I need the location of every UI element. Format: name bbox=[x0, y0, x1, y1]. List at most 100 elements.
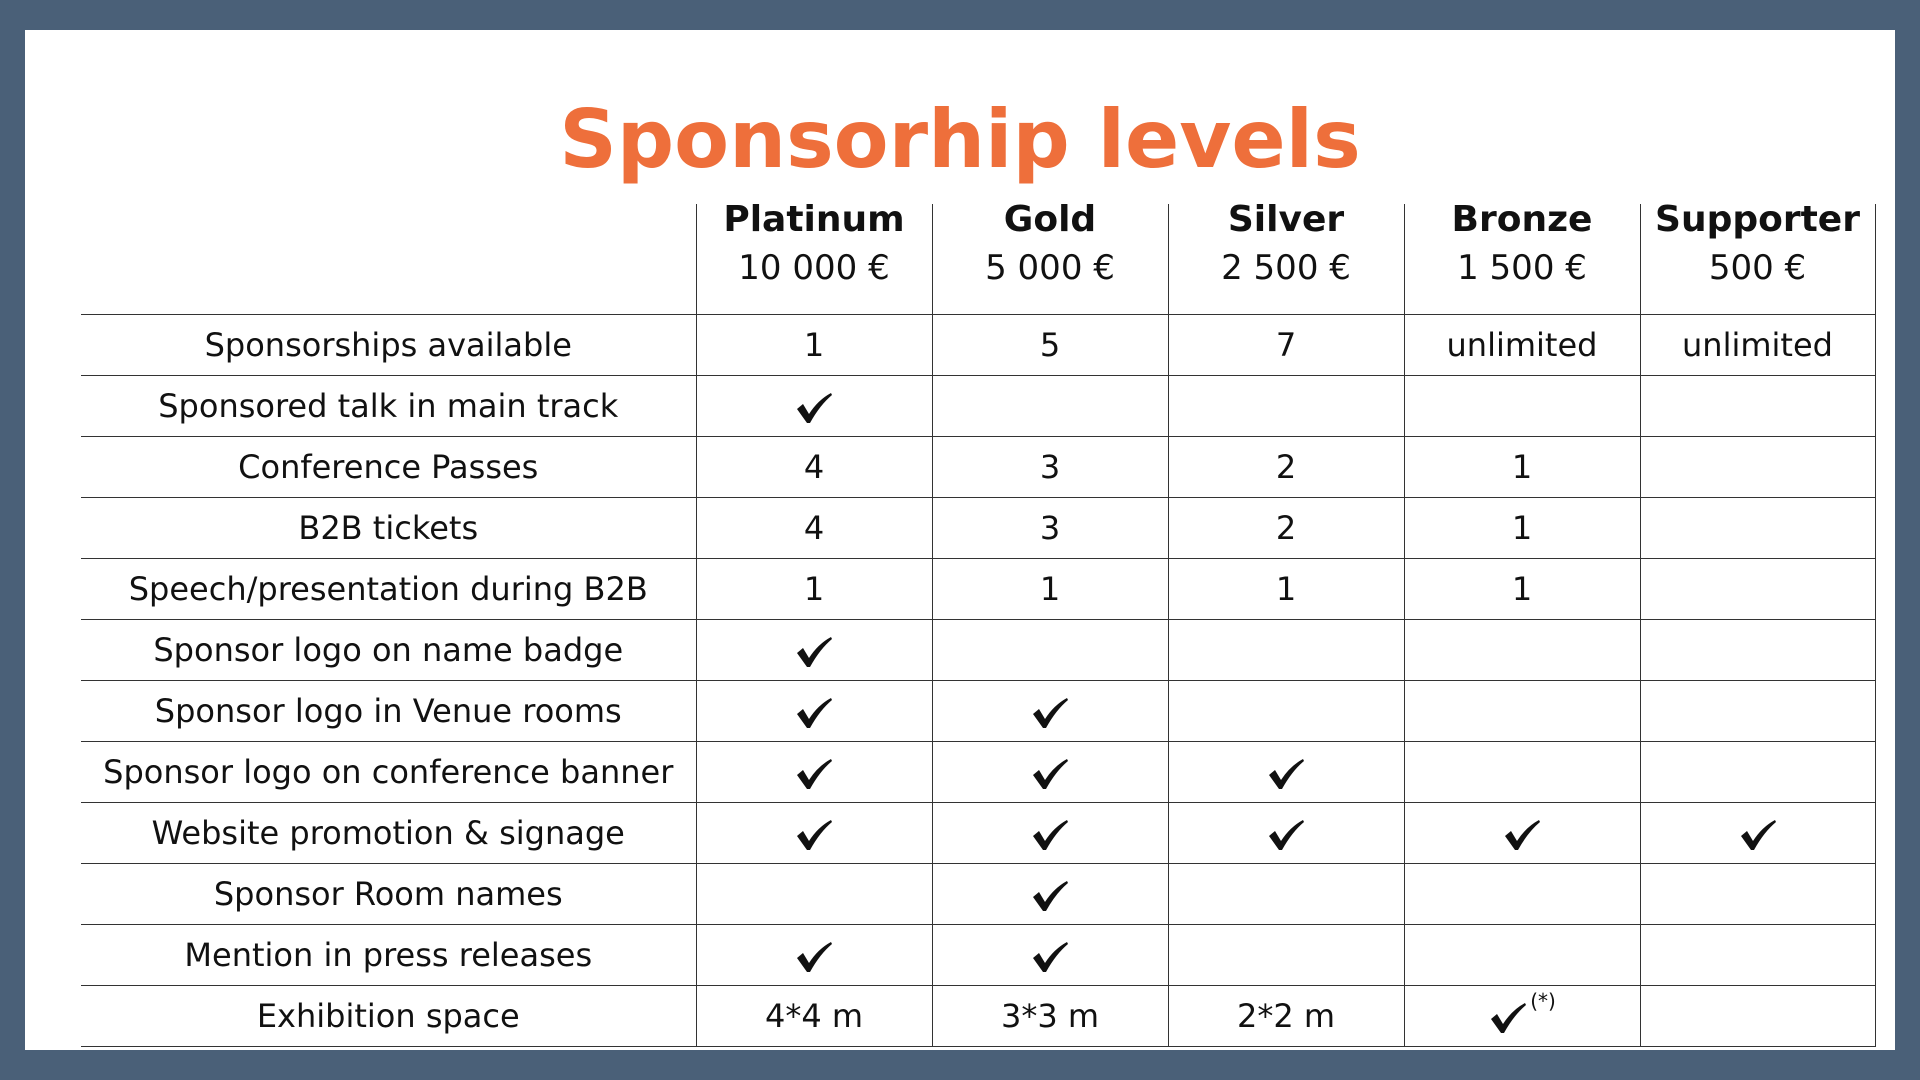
checkmark-icon bbox=[794, 392, 834, 424]
level-name: Silver bbox=[1227, 199, 1345, 240]
cell-value: 2 bbox=[1275, 448, 1297, 486]
cell-supporter: unlimited bbox=[1639, 314, 1876, 376]
cell-supporter bbox=[1639, 741, 1876, 803]
table-row: Sponsor logo on name badge bbox=[81, 619, 1876, 681]
cell-value: 4 bbox=[803, 509, 825, 547]
table-body: Sponsorships available 1 5 7 unlimited unlimi… bbox=[81, 314, 1876, 1047]
feature-label: Mention in press releases bbox=[81, 924, 696, 986]
cell-bronze: 1 bbox=[1403, 436, 1640, 498]
cell-platinum: 1 bbox=[695, 558, 932, 620]
checkmark-icon bbox=[1030, 758, 1070, 790]
cell-silver: 2 bbox=[1167, 497, 1404, 559]
header-level-supporter: Supporter 500 € bbox=[1639, 199, 1876, 315]
cell-platinum bbox=[695, 863, 932, 925]
cell-value: 2 bbox=[1275, 509, 1297, 547]
table-row: Sponsor logo on conference banner bbox=[81, 741, 1876, 803]
cell-gold: 3*3 m bbox=[931, 985, 1168, 1047]
cell-supporter bbox=[1639, 436, 1876, 498]
header-level-platinum: Platinum 10 000 € bbox=[695, 199, 932, 315]
slide: Sponsorhip levels Platinum 10 000 € Gold… bbox=[25, 30, 1895, 1050]
cell-value: 1 bbox=[1511, 448, 1533, 486]
header-level-gold: Gold 5 000 € bbox=[931, 199, 1168, 315]
level-price: 1 500 € bbox=[1457, 248, 1587, 288]
checkmark-icon bbox=[794, 941, 834, 973]
cell-supporter bbox=[1639, 863, 1876, 925]
table-row: Mention in press releases bbox=[81, 924, 1876, 986]
cell-gold bbox=[931, 619, 1168, 681]
feature-label: B2B tickets bbox=[81, 497, 696, 559]
cell-supporter bbox=[1639, 375, 1876, 437]
cell-silver bbox=[1167, 741, 1404, 803]
cell-platinum: 4*4 m bbox=[695, 985, 932, 1047]
cell-supporter bbox=[1639, 802, 1876, 864]
footnote-marker: (*) bbox=[1530, 989, 1556, 1013]
page-title: Sponsorhip levels bbox=[559, 93, 1361, 186]
cell-platinum bbox=[695, 619, 932, 681]
cell-platinum bbox=[695, 924, 932, 986]
table-row: Speech/presentation during B2B 1 1 1 1 bbox=[81, 558, 1876, 620]
table-row: Sponsored talk in main track bbox=[81, 375, 1876, 437]
cell-gold: 1 bbox=[931, 558, 1168, 620]
cell-value: 1 bbox=[1039, 570, 1061, 608]
level-name: Supporter bbox=[1655, 199, 1860, 240]
level-price: 10 000 € bbox=[738, 248, 890, 288]
cell-gold bbox=[931, 863, 1168, 925]
checkmark-icon bbox=[794, 636, 834, 668]
table-row: Sponsor Room names bbox=[81, 863, 1876, 925]
checkmark-icon bbox=[1030, 880, 1070, 912]
cell-silver bbox=[1167, 680, 1404, 742]
cell-value: 4 bbox=[803, 448, 825, 486]
cell-bronze bbox=[1403, 924, 1640, 986]
cell-value: 5 bbox=[1039, 326, 1061, 364]
table-row: Sponsorships available 1 5 7 unlimited unlimi… bbox=[81, 314, 1876, 376]
checkmark-icon bbox=[794, 758, 834, 790]
cell-bronze bbox=[1403, 680, 1640, 742]
cell-platinum: 1 bbox=[695, 314, 932, 376]
cell-gold: 3 bbox=[931, 436, 1168, 498]
cell-gold bbox=[931, 680, 1168, 742]
checkmark-icon bbox=[1488, 1002, 1528, 1034]
cell-gold bbox=[931, 802, 1168, 864]
cell-supporter bbox=[1639, 985, 1876, 1047]
cell-bronze: 1 bbox=[1403, 558, 1640, 620]
cell-gold bbox=[931, 924, 1168, 986]
level-name: Platinum bbox=[723, 199, 905, 240]
feature-label: Exhibition space bbox=[81, 985, 696, 1047]
checkmark-icon bbox=[1030, 697, 1070, 729]
checkmark-icon bbox=[794, 819, 834, 851]
level-price: 2 500 € bbox=[1221, 248, 1351, 288]
cell-silver bbox=[1167, 375, 1404, 437]
header-level-bronze: Bronze 1 500 € bbox=[1403, 199, 1640, 315]
table-row: Exhibition space 4*4 m 3*3 m 2*2 m (*) bbox=[81, 985, 1876, 1047]
cell-platinum bbox=[695, 375, 932, 437]
checkmark-icon bbox=[1030, 819, 1070, 851]
header-level-silver: Silver 2 500 € bbox=[1167, 199, 1404, 315]
cell-platinum bbox=[695, 741, 932, 803]
checkmark-icon bbox=[1266, 819, 1306, 851]
cell-value: 7 bbox=[1275, 326, 1297, 364]
table-row: B2B tickets 4 3 2 1 bbox=[81, 497, 1876, 559]
cell-gold: 5 bbox=[931, 314, 1168, 376]
cell-silver bbox=[1167, 619, 1404, 681]
cell-value: unlimited bbox=[1682, 326, 1833, 364]
cell-value: 1 bbox=[1511, 570, 1533, 608]
cell-bronze bbox=[1403, 802, 1640, 864]
cell-value: 1 bbox=[1511, 509, 1533, 547]
level-price: 500 € bbox=[1708, 248, 1807, 288]
cell-bronze bbox=[1403, 741, 1640, 803]
cell-supporter bbox=[1639, 558, 1876, 620]
feature-label: Website promotion & signage bbox=[81, 802, 696, 864]
feature-label: Sponsorships available bbox=[81, 314, 696, 376]
level-name: Gold bbox=[1003, 199, 1097, 240]
cell-platinum bbox=[695, 802, 932, 864]
cell-gold bbox=[931, 741, 1168, 803]
cell-supporter bbox=[1639, 497, 1876, 559]
checkmark-icon bbox=[794, 697, 834, 729]
cell-bronze bbox=[1403, 375, 1640, 437]
cell-silver: 2 bbox=[1167, 436, 1404, 498]
cell-gold: 3 bbox=[931, 497, 1168, 559]
cell-value: 1 bbox=[803, 326, 825, 364]
feature-label: Speech/presentation during B2B bbox=[81, 558, 696, 620]
cell-platinum: 4 bbox=[695, 436, 932, 498]
table-row: Website promotion & signage bbox=[81, 802, 1876, 864]
